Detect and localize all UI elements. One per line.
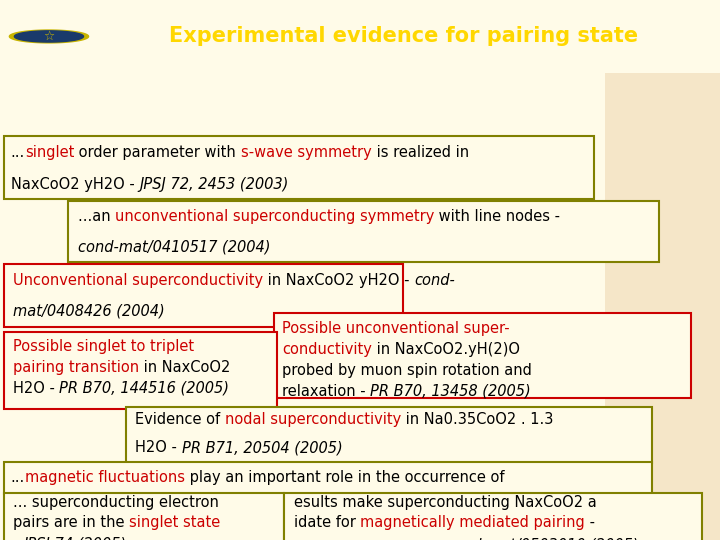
- Text: ...: ...: [11, 470, 25, 485]
- FancyBboxPatch shape: [126, 407, 652, 463]
- Polygon shape: [14, 31, 84, 42]
- Text: idate for: idate for: [294, 515, 360, 530]
- Text: magnetically mediated pairing: magnetically mediated pairing: [360, 515, 585, 530]
- FancyBboxPatch shape: [4, 494, 284, 540]
- FancyBboxPatch shape: [4, 462, 652, 494]
- Text: cond-mat/0503010 (2005): cond-mat/0503010 (2005): [446, 537, 639, 540]
- Text: in NaxCoO2.yH(2)O: in NaxCoO2.yH(2)O: [372, 342, 520, 357]
- Text: ☆: ☆: [43, 30, 55, 43]
- Text: s-wave symmetry: s-wave symmetry: [240, 145, 372, 160]
- Text: singlet: singlet: [25, 145, 74, 160]
- Text: in NaxCoO2 yH2O -: in NaxCoO2 yH2O -: [263, 273, 414, 288]
- Text: JPSJ 72, 2453 (2003): JPSJ 72, 2453 (2003): [139, 177, 289, 192]
- Text: is realized in: is realized in: [372, 145, 469, 160]
- Text: H2O -: H2O -: [13, 381, 60, 396]
- Text: Evidence of: Evidence of: [135, 412, 225, 427]
- Text: unconventional superconducting symmetry: unconventional superconducting symmetry: [115, 210, 434, 224]
- Text: Possible unconventional super-: Possible unconventional super-: [282, 321, 510, 336]
- FancyBboxPatch shape: [68, 201, 659, 262]
- Text: in NaxCoO2: in NaxCoO2: [139, 360, 230, 375]
- Text: mat/0408426 (2004): mat/0408426 (2004): [13, 303, 165, 319]
- Text: -: -: [13, 537, 23, 540]
- Text: cond-: cond-: [414, 273, 455, 288]
- FancyBboxPatch shape: [4, 136, 594, 199]
- Text: pairing transition: pairing transition: [13, 360, 139, 375]
- Text: cond-mat/0410517 (2004): cond-mat/0410517 (2004): [78, 239, 270, 254]
- Text: Possible singlet to triplet: Possible singlet to triplet: [13, 339, 194, 354]
- Text: relaxation -: relaxation -: [282, 384, 371, 399]
- Text: nodal superconductivity: nodal superconductivity: [225, 412, 401, 427]
- Text: probed by muon spin rotation and: probed by muon spin rotation and: [282, 363, 532, 378]
- Text: PR B70, 13458 (2005): PR B70, 13458 (2005): [371, 384, 531, 399]
- Text: PR B70, 144516 (2005): PR B70, 144516 (2005): [60, 381, 230, 396]
- Polygon shape: [9, 30, 89, 43]
- Text: -: -: [585, 515, 595, 530]
- Text: PR B71, 20504 (2005): PR B71, 20504 (2005): [182, 440, 343, 455]
- Text: singlet state: singlet state: [129, 515, 220, 530]
- Text: JPSJ 74 (2005): JPSJ 74 (2005): [23, 537, 126, 540]
- Text: order parameter with: order parameter with: [74, 145, 240, 160]
- FancyBboxPatch shape: [4, 265, 403, 327]
- Text: ...an: ...an: [78, 210, 115, 224]
- Text: Unconventional superconductivity: Unconventional superconductivity: [13, 273, 263, 288]
- FancyBboxPatch shape: [284, 494, 702, 540]
- Text: ...: ...: [11, 145, 25, 160]
- Text: ... superconducting electron: ... superconducting electron: [13, 495, 219, 510]
- Text: in Na0.35CoO2 . 1.3: in Na0.35CoO2 . 1.3: [401, 412, 554, 427]
- Text: play an important role in the occurrence of: play an important role in the occurrence…: [185, 470, 505, 485]
- Text: H2O -: H2O -: [135, 440, 182, 455]
- Text: esults make superconducting NaxCoO2 a: esults make superconducting NaxCoO2 a: [294, 495, 596, 510]
- Text: pairs are in the: pairs are in the: [13, 515, 129, 530]
- Text: Experimental evidence for pairing state: Experimental evidence for pairing state: [168, 26, 638, 46]
- Text: with line nodes -: with line nodes -: [434, 210, 560, 224]
- Text: NaxCoO2 yH2O -: NaxCoO2 yH2O -: [11, 177, 139, 192]
- FancyBboxPatch shape: [4, 332, 277, 409]
- Text: magnetic fluctuations: magnetic fluctuations: [25, 470, 185, 485]
- Text: conductivity: conductivity: [282, 342, 372, 357]
- FancyBboxPatch shape: [274, 313, 691, 397]
- FancyBboxPatch shape: [605, 73, 720, 540]
